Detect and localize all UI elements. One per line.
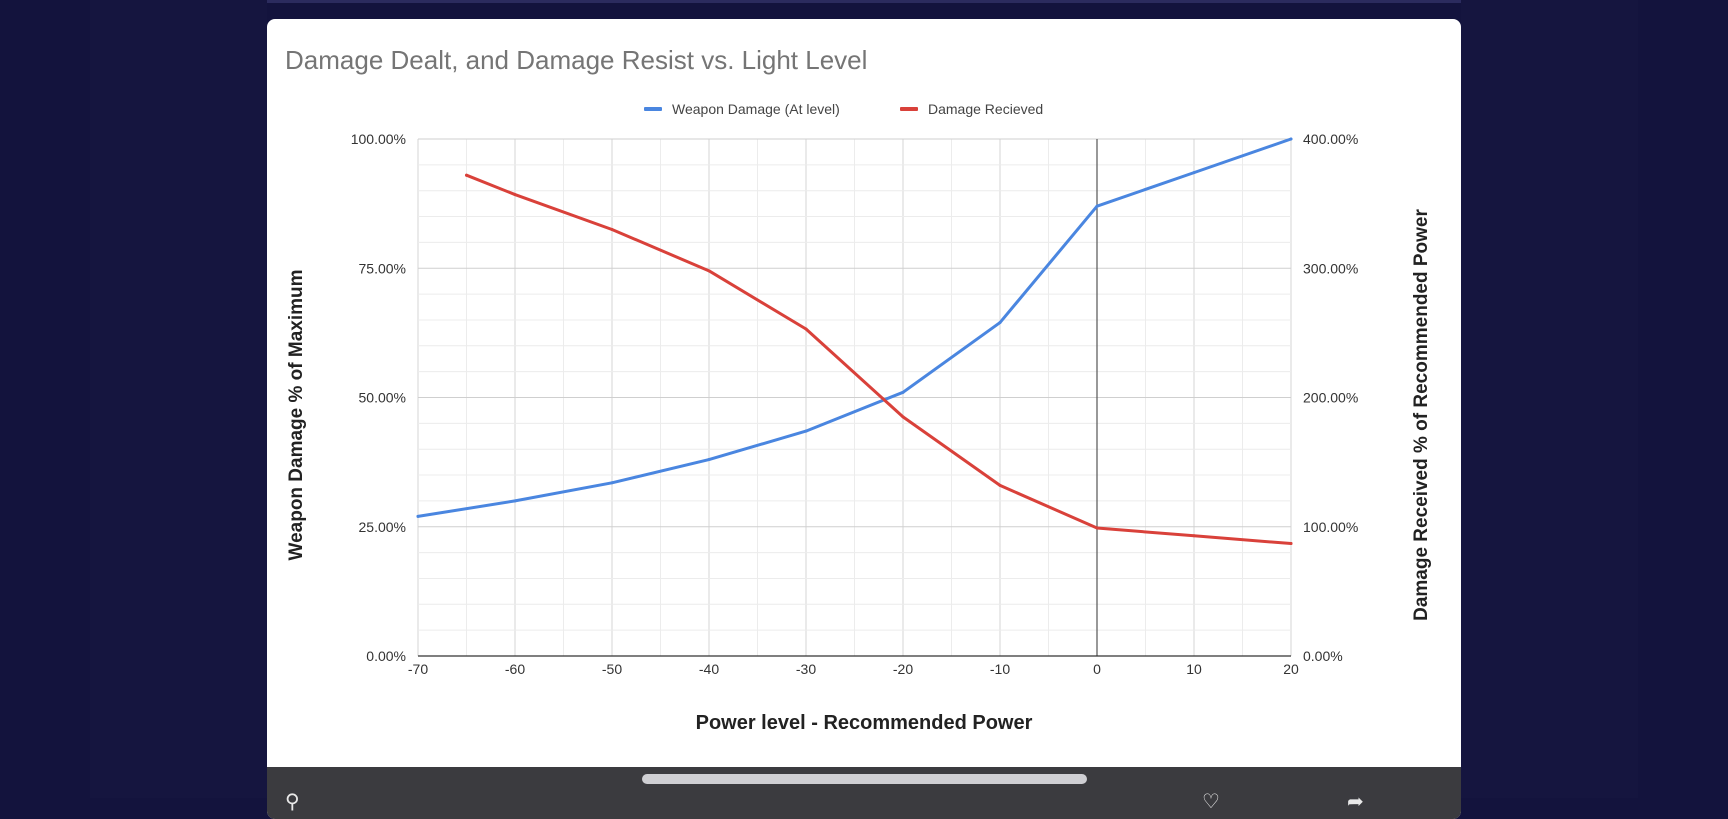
share-icon[interactable]: ➦ — [1347, 791, 1364, 813]
x-tick-label: 20 — [1283, 661, 1299, 677]
data-point — [1289, 542, 1293, 546]
search-icon[interactable]: ⚲ — [285, 791, 300, 813]
data-point — [1289, 137, 1293, 141]
x-axis-title: Power level - Recommended Power — [696, 712, 1033, 734]
bottom-bar: ⚲ ♡ ➦ — [267, 767, 1461, 819]
data-point — [610, 227, 614, 231]
series-lines — [416, 137, 1293, 546]
legend-swatch-damage-received — [900, 107, 918, 111]
legend-label-damage-received: Damage Recieved — [928, 101, 1043, 117]
x-tick-label: -60 — [505, 661, 525, 677]
chart-card: Damage Dealt, and Damage Resist vs. Ligh… — [267, 19, 1461, 819]
data-point — [804, 327, 808, 331]
x-tick-label: -30 — [796, 661, 816, 677]
data-point — [416, 514, 420, 518]
data-point — [1095, 526, 1099, 530]
x-tick-label: -50 — [602, 661, 622, 677]
data-point — [1095, 204, 1099, 208]
data-point — [465, 173, 468, 177]
top-strip — [90, 0, 1638, 3]
y2-tick-label: 0.00% — [1303, 648, 1343, 664]
data-point — [1192, 534, 1196, 538]
series-line-0 — [416, 137, 1293, 518]
chart-title: Damage Dealt, and Damage Resist vs. Ligh… — [285, 45, 868, 75]
y2-axis-title: Damage Received % of Recommended Power — [1411, 208, 1432, 620]
legend: Weapon Damage (At level) Damage Recieved — [644, 101, 1043, 117]
y-axis-title: Weapon Damage % of Maximum — [286, 269, 307, 560]
heart-icon[interactable]: ♡ — [1202, 791, 1220, 813]
grid-lines — [417, 138, 1292, 657]
chart-svg: -70 -60 -50 -40 -30 -20 -10 0 10 200.00%25.00%50.… — [286, 101, 1432, 734]
x-tick-label: -10 — [990, 661, 1010, 677]
data-point — [998, 483, 1002, 487]
x-tick-label: -40 — [699, 661, 719, 677]
x-tick-label: -70 — [408, 661, 428, 677]
x-tick-label: 0 — [1093, 661, 1101, 677]
data-point — [901, 390, 905, 394]
data-point — [707, 269, 711, 273]
y-tick-label: 75.00% — [359, 260, 406, 276]
y-tick-label: 0.00% — [366, 648, 406, 664]
data-point — [998, 321, 1002, 325]
y-tick-label: 100.00% — [351, 131, 406, 147]
scroll-handle[interactable] — [642, 774, 1087, 784]
data-point — [901, 415, 905, 419]
left-side-panel — [90, 0, 267, 798]
right-side-panel — [1461, 0, 1638, 798]
x-tick-label: -20 — [893, 661, 913, 677]
legend-label-weapon-damage: Weapon Damage (At level) — [672, 101, 840, 117]
data-point — [1192, 171, 1196, 175]
legend-swatch-weapon-damage — [644, 107, 662, 111]
x-tick-label: 10 — [1186, 661, 1202, 677]
y2-tick-label: 100.00% — [1303, 519, 1358, 535]
data-point — [513, 499, 517, 503]
data-point — [804, 429, 808, 433]
data-point — [707, 458, 711, 462]
y2-tick-label: 200.00% — [1303, 390, 1358, 406]
y2-tick-label: 300.00% — [1303, 260, 1358, 276]
series-line-1 — [465, 173, 1293, 546]
tick-labels: -70 -60 -50 -40 -30 -20 -10 0 10 200.00%25.00%50.… — [351, 131, 1359, 677]
data-point — [513, 193, 517, 197]
y2-tick-label: 400.00% — [1303, 131, 1358, 147]
data-point — [610, 481, 614, 485]
y-tick-label: 25.00% — [359, 519, 406, 535]
y-tick-label: 50.00% — [359, 390, 406, 406]
